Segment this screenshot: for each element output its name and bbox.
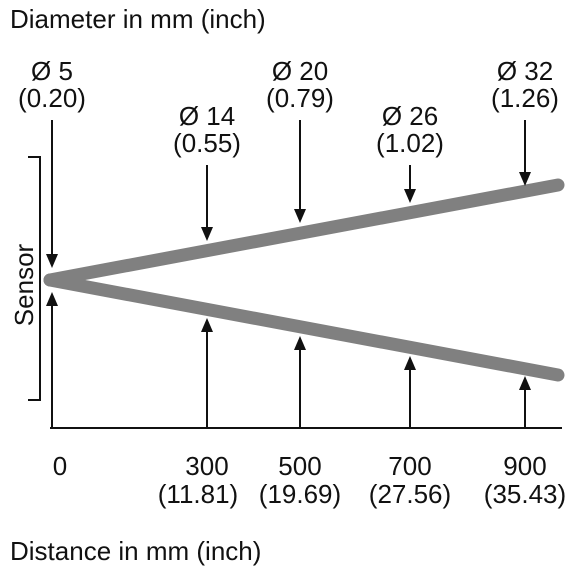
diameter-inch: (0.20) xyxy=(18,83,86,113)
diameter-inch: (0.55) xyxy=(173,128,241,158)
diameter-inch: (0.79) xyxy=(266,83,334,113)
distance-mm: 700 xyxy=(388,451,431,481)
distance-mm: 900 xyxy=(503,451,546,481)
diameter-arrow-head xyxy=(294,209,306,223)
distance-inch: (27.56) xyxy=(369,479,451,509)
diameter-mm: Ø 14 xyxy=(179,101,235,131)
distance-arrow-head xyxy=(201,318,213,332)
distance-mm: 0 xyxy=(53,451,67,481)
distance-inch: (35.43) xyxy=(484,479,566,509)
distance-mm: 300 xyxy=(185,451,228,481)
distance-mm: 500 xyxy=(278,451,321,481)
diameter-inch: (1.02) xyxy=(376,128,444,158)
diameter-mm: Ø 32 xyxy=(497,56,553,86)
distance-arrow-head xyxy=(46,292,58,306)
diameter-arrow-head xyxy=(519,172,531,186)
distance-inch: (19.69) xyxy=(259,479,341,509)
sensor-bracket xyxy=(28,156,41,401)
diameter-inch: (1.26) xyxy=(491,83,559,113)
x-label: Distance in mm (inch) xyxy=(10,536,261,566)
diameter-mm: Ø 20 xyxy=(272,56,328,86)
diameter-arrow-head xyxy=(404,189,416,203)
distance-arrow-head xyxy=(519,376,531,390)
diameter-mm: Ø 5 xyxy=(31,56,73,86)
distance-arrow-head xyxy=(294,336,306,350)
labels: Ø 5(0.20) Ø 14(0.55) Ø 20(0.79) Ø 26(1.02) Ø… xyxy=(18,56,566,509)
beam-upper xyxy=(43,178,565,287)
diameter-arrow-head xyxy=(46,254,58,268)
diameter-arrow-head xyxy=(201,227,213,241)
distance-arrow-head xyxy=(404,356,416,370)
distance-inch: (11.81) xyxy=(158,479,238,509)
beam-lower xyxy=(43,273,565,382)
sensor-label: Sensor xyxy=(9,243,39,326)
diameter-mm: Ø 26 xyxy=(382,101,438,131)
title: Diameter in mm (inch) xyxy=(10,4,266,34)
